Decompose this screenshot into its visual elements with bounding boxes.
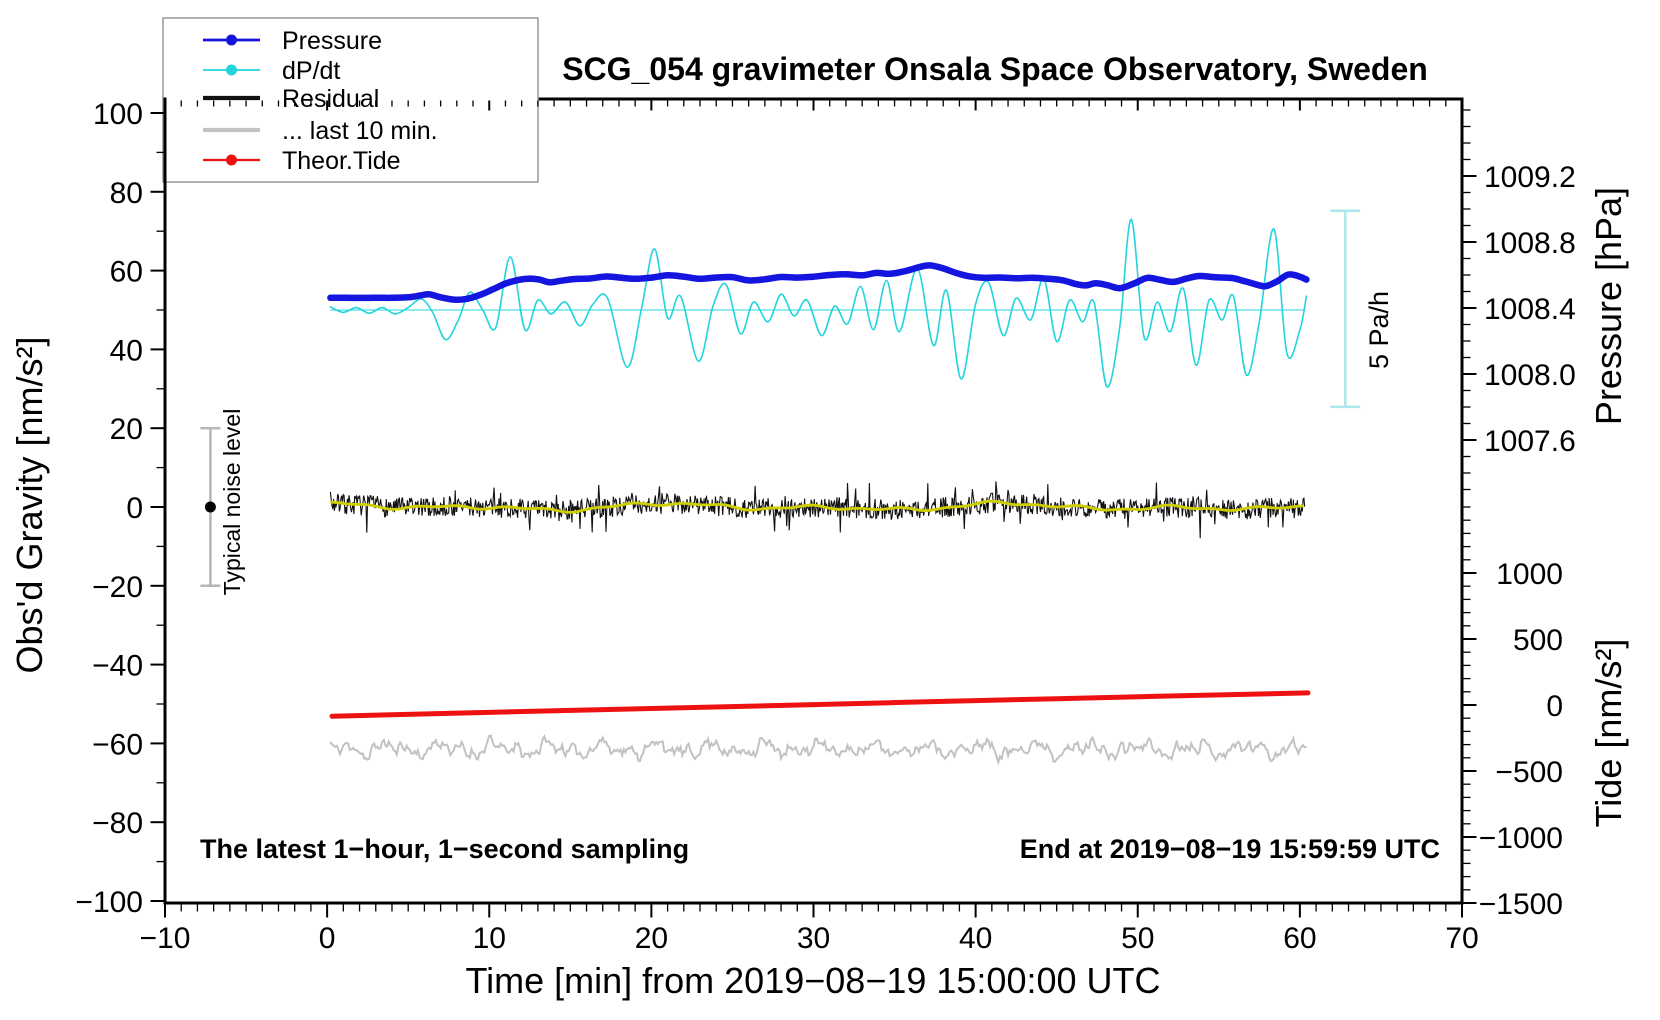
x-tick-label: 10 [473, 922, 506, 955]
pressure-line [327, 262, 1310, 303]
gravity-tick-label: −20 [92, 571, 143, 604]
chart-title: SCG_054 gravimeter Onsala Space Observat… [562, 51, 1428, 87]
legend-item-label: dP/dt [282, 57, 340, 85]
x-tick-label: 40 [959, 922, 992, 955]
tide-axis-title: Tide [nm/s²] [1588, 639, 1629, 828]
theoretical-tide-line [329, 690, 1311, 719]
tide-tick-label: 1000 [1496, 558, 1563, 591]
legend-item-label: ... last 10 min. [282, 117, 438, 145]
legend-item-pressure: Pressure [203, 27, 382, 55]
typical-noise-level-bar [200, 426, 221, 588]
gravity-tick-label: 0 [126, 492, 143, 525]
gravity-tick-label: −60 [92, 728, 143, 761]
end-time-note: End at 2019−08−19 15:59:59 UTC [1020, 834, 1440, 864]
gravity-tick-label: −100 [75, 886, 143, 919]
x-tick-label: 60 [1283, 922, 1316, 955]
residual-last-10-min-line [329, 734, 1307, 766]
pressure-rate-label: 5 Pa/h [1364, 291, 1394, 369]
noise-level-label: Typical noise level [219, 409, 245, 596]
tide-tick-label: −1500 [1479, 888, 1563, 921]
legend-box [162, 17, 539, 183]
pressure-rate-scale-bar [1330, 209, 1361, 409]
x-tick-label: 50 [1121, 922, 1154, 955]
pressure-axis-title: Pressure [hPa] [1588, 187, 1629, 425]
legend-sample-dot [226, 154, 237, 166]
legend-item-label: Residual [282, 85, 379, 113]
tide-tick-label: 0 [1546, 690, 1563, 723]
tide-tick-label: −1000 [1479, 822, 1563, 855]
x-tick-label: 70 [1445, 922, 1478, 955]
pressure-tick-label: 1008.0 [1484, 359, 1576, 392]
legend-sample-dot [226, 34, 237, 46]
legend-item-last-10-min: ... last 10 min. [203, 117, 438, 145]
residual-smooth-line [330, 499, 1304, 514]
legend-sample-dot [226, 64, 237, 76]
legend-item-label: Pressure [282, 27, 382, 55]
legend-item-residual: Residual [203, 85, 379, 113]
legend-item-label: Theor.Tide [282, 147, 401, 175]
axis-ticks [150, 100, 1477, 918]
x-tick-label: 30 [797, 922, 830, 955]
gravity-tick-label: 40 [110, 334, 143, 367]
sampling-note: The latest 1−hour, 1−second sampling [200, 834, 689, 864]
plot-frame-lines [163, 97, 1464, 905]
pressure-tick-label: 1007.6 [1484, 425, 1576, 458]
pressure-tick-label: 1009.2 [1484, 161, 1576, 194]
dpdt-line [329, 218, 1308, 388]
tide-tick-label: −500 [1495, 756, 1563, 789]
series-layer [200, 209, 1361, 766]
legend-item-theor-tide: Theor.Tide [203, 147, 401, 175]
x-axis-title: Time [min] from 2019−08−19 15:00:00 UTC [465, 960, 1160, 1001]
gravity-tick-label: 60 [110, 256, 143, 289]
gravity-tick-label: 20 [110, 413, 143, 446]
axis-tick-labels: −10 0 10 20 30 40 50 60 70−100−80−60−40−20020406… [75, 98, 1575, 955]
legend-item-dp-dt: dP/dt [203, 57, 340, 85]
pressure-tick-label: 1008.8 [1484, 227, 1576, 260]
x-tick-label: 0 [319, 922, 336, 955]
x-tick-label: −10 [140, 922, 191, 955]
gravity-axis-title: Obs'd Gravity [nm/s²] [9, 337, 50, 674]
pressure-tick-label: 1008.4 [1484, 293, 1576, 326]
typical-noise-level-dot [204, 501, 216, 513]
x-tick-label: 20 [635, 922, 668, 955]
gravity-tick-label: −80 [92, 807, 143, 840]
gravity-tick-label: 100 [93, 98, 143, 131]
plot-frame [163, 97, 1464, 905]
gravity-tick-label: 80 [110, 177, 143, 210]
tide-tick-label: 500 [1513, 624, 1563, 657]
gravity-tick-label: −40 [92, 650, 143, 683]
